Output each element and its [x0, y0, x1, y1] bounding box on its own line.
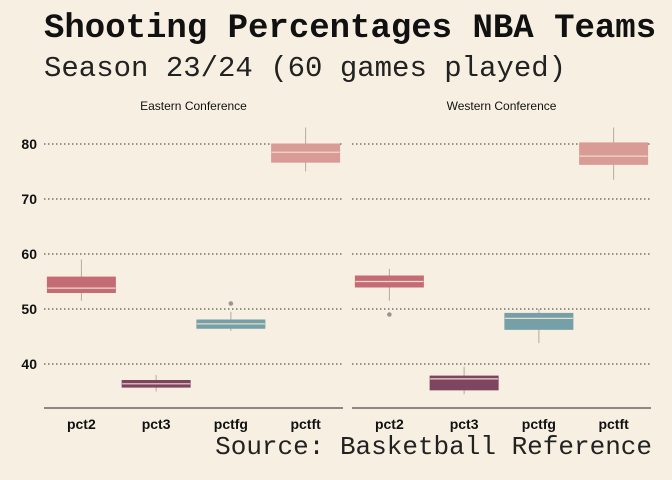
x-tick-label: pctft: [290, 416, 321, 432]
chart-title: Shooting Percentages NBA Teams: [44, 10, 657, 48]
y-tick-label: 70: [21, 191, 37, 207]
box-pct2: [46, 276, 116, 294]
y-tick-label: 40: [21, 356, 37, 372]
x-tick-label: pctft: [598, 416, 629, 432]
x-tick-label: pct3: [450, 416, 479, 432]
box-pct3: [429, 375, 499, 391]
x-tick-label: pctfg: [214, 416, 248, 432]
chart-subtitle: Season 23/24 (60 games played): [44, 52, 567, 85]
y-tick-label: 80: [21, 136, 37, 152]
panel-label: Eastern Conference: [140, 99, 247, 113]
y-tick-label: 50: [21, 301, 37, 317]
y-tick-label: 60: [21, 246, 37, 262]
outlier-point: [387, 312, 392, 317]
chart-caption: Source: Basketball Reference: [215, 432, 652, 462]
box-pctft: [579, 142, 649, 165]
x-tick-label: pct2: [375, 416, 404, 432]
x-tick-label: pct3: [142, 416, 171, 432]
panel-label: Western Conference: [447, 99, 557, 113]
box-pctft: [271, 143, 341, 163]
outlier-point: [228, 301, 234, 306]
x-tick-label: pctfg: [522, 416, 556, 432]
box-pctfg: [504, 312, 574, 330]
x-tick-label: pct2: [67, 416, 96, 432]
